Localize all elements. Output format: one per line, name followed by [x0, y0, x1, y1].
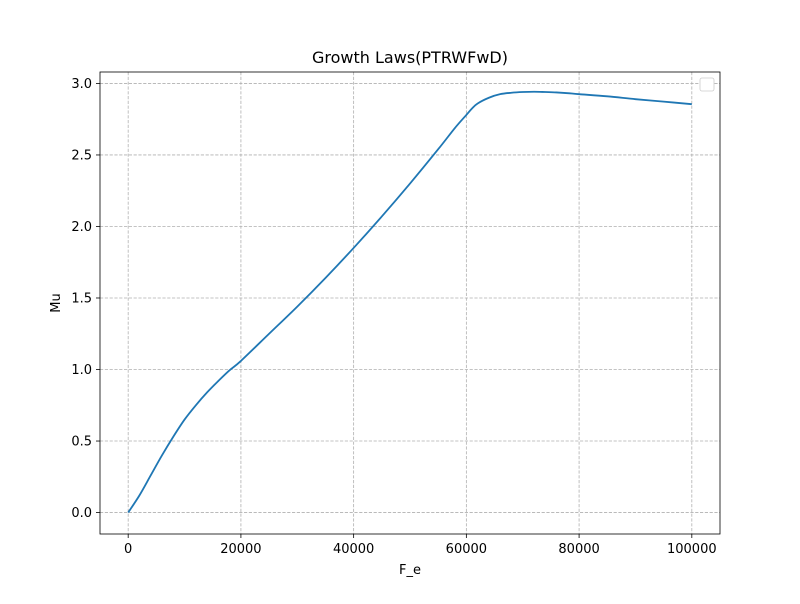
series-line [127, 90, 692, 514]
y-tick-label: 0.5 [71, 435, 92, 450]
x-tick-label: 40000 [333, 542, 374, 557]
legend-box [699, 77, 715, 92]
series-layer [127, 90, 692, 514]
grid [100, 72, 720, 534]
y-tick-label: 2.5 [71, 148, 92, 163]
x-tick-label: 80000 [558, 542, 599, 557]
y-axis-label: Mu [49, 293, 64, 312]
x-axis-label: F_e [399, 563, 421, 578]
y-tick-label: 1.5 [71, 291, 92, 306]
axes-frame [99, 71, 721, 535]
y-tick-label: 2.0 [71, 220, 92, 235]
x-tick-label: 20000 [220, 542, 261, 557]
y-tick-label: 3.0 [71, 77, 92, 92]
ticks: 0 20000 40000 60000 80000 100000 0.0 0.5 1.0 1.5 2… [71, 77, 716, 557]
y-tick-label: 1.0 [71, 363, 92, 378]
y-tick-label: 0.0 [71, 506, 92, 521]
x-tick-label: 60000 [446, 542, 487, 557]
x-tick-label: 0 [124, 542, 132, 557]
chart-title: Growth Laws(PTRWFwD) [312, 48, 508, 67]
x-tick-label: 100000 [667, 542, 717, 557]
